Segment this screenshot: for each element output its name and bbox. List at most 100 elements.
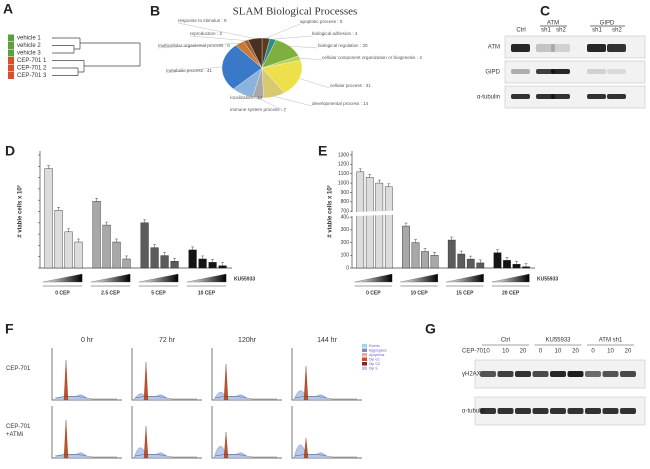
- pie-slice: [247, 37, 263, 69]
- blot-band: [550, 371, 566, 377]
- blot-band: [550, 408, 566, 414]
- y-tick-label: 1300: [338, 152, 349, 158]
- histogram-peak: [143, 425, 149, 459]
- y-tick-label: 0: [346, 265, 349, 271]
- error-bar: [478, 259, 482, 263]
- pie-slice: [221, 45, 263, 90]
- blot-band: [551, 44, 570, 52]
- slice-value: 31: [366, 83, 372, 88]
- sample-color: [8, 49, 14, 57]
- x-tick-label: 20 CEP: [502, 290, 520, 296]
- row-label-line: CEP-701: [6, 366, 31, 372]
- dose-label: 10: [502, 349, 509, 355]
- bar: [356, 171, 365, 269]
- legend-swatch: [362, 348, 367, 352]
- row-label-line: +ATMi: [6, 432, 23, 438]
- histogram-fill: [293, 444, 329, 459]
- bar: [384, 186, 393, 269]
- histogram-fill: [133, 393, 169, 401]
- error-bar: [77, 238, 81, 243]
- leader-line: [242, 93, 263, 101]
- panel-letter: D: [5, 143, 15, 159]
- bar: [140, 222, 149, 269]
- error-bar: [433, 252, 437, 256]
- histogram-fill: [213, 392, 249, 401]
- leader-line: [274, 96, 313, 107]
- error-bar: [115, 238, 119, 243]
- slice-category: cellular component organization or bioge…: [322, 55, 416, 60]
- dose-gradient: [400, 273, 438, 283]
- dose-label: 10: [555, 349, 562, 355]
- slice-category: biological adhesion: [312, 31, 352, 36]
- error-bar: [47, 165, 51, 169]
- blot-band: [551, 94, 570, 99]
- histogram-line: [214, 454, 277, 458]
- slice-value: 14: [257, 95, 263, 100]
- legend-label: Dip S: [369, 366, 378, 370]
- slice-value: 20: [362, 43, 368, 48]
- histogram-axes: [51, 348, 122, 401]
- dose-gradient: [446, 273, 484, 283]
- error-bar: [95, 198, 99, 202]
- dose-gradient: [42, 273, 83, 283]
- y-tick-label: 1100: [338, 171, 349, 177]
- x-tick-label: 5 CEP: [151, 290, 166, 296]
- bar: [198, 258, 207, 269]
- blot-row-label: ATM: [488, 45, 500, 51]
- error-bar: [377, 179, 381, 184]
- error-bar: [153, 244, 157, 248]
- blot-band: [511, 94, 530, 99]
- slice-label: cellular component organization or bioge…: [322, 55, 422, 60]
- row-label: CEP-701: [6, 366, 31, 372]
- legend-swatch: [362, 357, 367, 361]
- leader-line: [265, 23, 301, 39]
- histogram-peak: [223, 363, 229, 401]
- blot-band: [607, 69, 626, 74]
- blot-band: [602, 371, 619, 377]
- slice-category: response to stimulus: [178, 18, 221, 23]
- row-label: CEP-701 +ATMi: [6, 424, 31, 438]
- y-tick-label: 400: [341, 214, 350, 220]
- bar: [522, 266, 530, 269]
- blot-band: [497, 408, 514, 414]
- bar: [54, 210, 63, 269]
- blot-strip: [504, 60, 646, 84]
- blot-band: [620, 408, 636, 414]
- error-bar: [524, 263, 528, 267]
- blot-row-label: α-tubulin: [462, 409, 485, 415]
- histogram-axes: [51, 406, 122, 459]
- histogram-axes: [291, 348, 362, 401]
- panel-letter: C: [540, 3, 550, 19]
- legend-label: Aggregates: [369, 348, 387, 352]
- bar: [92, 201, 101, 269]
- bar: [150, 247, 159, 269]
- bar: [421, 251, 429, 269]
- dose-label: 20: [572, 349, 579, 355]
- gradient-label: KU55933: [234, 276, 255, 282]
- blot-band: [585, 408, 601, 414]
- slice-value: 6: [227, 43, 230, 48]
- slice-category: reproduction: [190, 31, 216, 36]
- blot-header: GIPD: [600, 21, 615, 27]
- legend-label: Dip G2: [369, 362, 380, 366]
- panel-letter: A: [3, 1, 13, 17]
- dendrogram: [52, 37, 141, 76]
- blot-band: [602, 408, 619, 414]
- histogram-peak: [223, 431, 229, 459]
- blot-band: [511, 69, 530, 74]
- sample-label: vehicle 3: [17, 51, 41, 57]
- blot-header: Ctrl: [516, 28, 525, 34]
- bar: [208, 262, 217, 269]
- dose-label: 0: [539, 349, 543, 355]
- y-tick-label: 100: [341, 253, 350, 259]
- histogram-peak: [303, 437, 309, 459]
- slice-category: multicellular organismal process: [158, 43, 224, 48]
- x-tick-label: 0 CEP: [55, 290, 70, 296]
- blot-header: ATM: [547, 21, 559, 27]
- time-label: 120hr: [238, 337, 257, 344]
- histogram-fill: [53, 394, 89, 401]
- error-bar: [450, 236, 454, 241]
- histogram-line: [134, 396, 197, 400]
- blot-band: [587, 94, 606, 99]
- blot-header: KU55933: [545, 338, 571, 344]
